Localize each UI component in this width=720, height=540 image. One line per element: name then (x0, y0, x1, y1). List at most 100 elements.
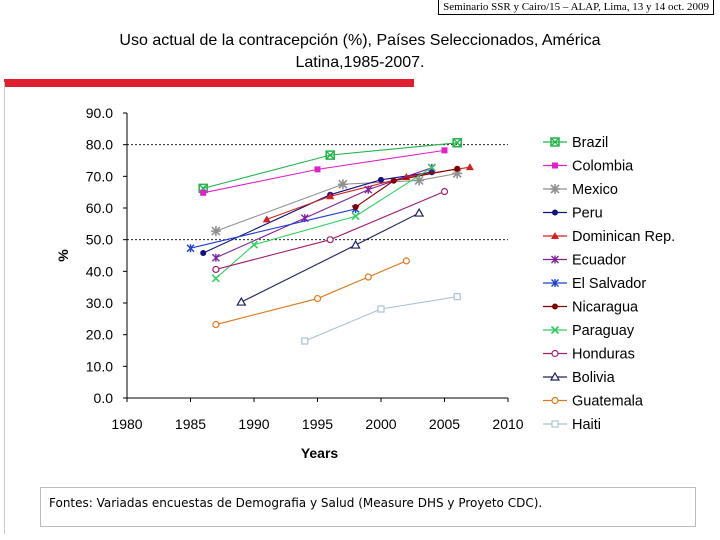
series-line-paraguay (215, 167, 433, 279)
y-tick-label: 90.0 (86, 105, 113, 121)
legend-label-dominican-rep: Dominican Rep. (572, 229, 675, 245)
data-point-el-salvador (186, 244, 195, 253)
contraception-line-chart: 0.0 10.0 20.0 30.0 40.0 50.0 60.0 70.0 80.0 90.0 1… (55, 105, 675, 461)
data-point-guatemala (364, 273, 372, 281)
legend-label-nicaragua: Nicaragua (572, 300, 639, 316)
y-tick-label: 0.0 (94, 390, 114, 406)
y-tick-label: 50.0 (86, 232, 113, 248)
legend-label-guatemala: Guatemala (572, 394, 644, 410)
data-point-mexico (337, 179, 348, 190)
data-point-bolivia (414, 207, 425, 217)
data-point-haiti (453, 293, 461, 301)
left-divider (4, 82, 5, 534)
data-point-honduras (440, 187, 449, 196)
data-point-haiti (377, 305, 385, 313)
y-axis-label: % (55, 249, 71, 262)
x-tick-label: 1985 (175, 416, 206, 432)
y-tick-label: 80.0 (86, 137, 113, 153)
x-axis-label: Years (301, 445, 339, 461)
series-line-guatemala (215, 260, 407, 326)
data-point-bolivia (350, 239, 361, 249)
series-line-el-salvador (190, 208, 356, 249)
series-line-bolivia (241, 212, 420, 303)
data-point-guatemala (212, 320, 220, 329)
chart-area: 0.0 10.0 20.0 30.0 40.0 50.0 60.0 70.0 80.0 90.0 1… (40, 90, 696, 473)
slide-header: Seminario SSR y Cairo/15 – ALAP, Lima, 1… (438, 0, 714, 15)
data-point-colombia (441, 147, 448, 154)
data-point-nicaragua (390, 177, 397, 184)
legend-label-paraguay: Paraguay (572, 323, 635, 339)
x-tick-label: 1980 (111, 416, 142, 432)
source-text: Fontes: Variadas encuestas de Demografia… (49, 496, 543, 510)
data-point-brazil-cross (452, 138, 462, 148)
legend-marker-nicaragua (552, 303, 558, 310)
data-point-brazil (325, 150, 335, 160)
series-line-ecuador (215, 167, 432, 259)
legend-label-el-salvador: El Salvador (572, 276, 646, 292)
data-point-mexico (452, 168, 463, 179)
legend-label-mexico: Mexico (572, 182, 618, 198)
slide-title: Uso actual de la contracepción (%), País… (60, 30, 660, 74)
y-tick-label: 40.0 (86, 263, 113, 279)
x-tick-label: 2005 (429, 416, 460, 432)
legend-marker-bolivia (549, 371, 561, 381)
legend-label-ecuador: Ecuador (572, 253, 626, 269)
title-line-2: Latina,1985-2007. (295, 54, 425, 71)
data-point-dominican-rep (465, 163, 474, 171)
legend-label-haiti: Haiti (572, 417, 601, 433)
legend-label-honduras: Honduras (572, 347, 635, 363)
data-point-paraguay (249, 240, 259, 249)
legend-label-bolivia: Bolivia (572, 370, 616, 386)
legend-label-peru: Peru (572, 206, 603, 222)
data-point-brazil-cross (325, 150, 335, 160)
data-point-dominican-rep (326, 192, 335, 200)
y-tick-label: 70.0 (86, 168, 113, 184)
data-point-guatemala (402, 257, 410, 265)
data-point-ecuador (211, 253, 220, 262)
data-point-colombia (314, 166, 321, 173)
legend-marker-honduras (551, 349, 559, 358)
data-point-bolivia (236, 296, 247, 306)
data-point-honduras (212, 265, 220, 274)
y-tick-label: 60.0 (86, 200, 113, 216)
title-line-1: Uso actual de la contracepción (%), País… (119, 32, 601, 49)
data-point-haiti (301, 337, 309, 345)
data-point-colombia (200, 189, 207, 196)
x-tick-label: 1995 (302, 416, 333, 432)
data-point-peru (378, 176, 384, 183)
data-point-paraguay (351, 212, 360, 221)
x-tick-label: 1990 (238, 416, 269, 432)
data-point-brazil (452, 138, 462, 148)
data-point-paraguay (211, 274, 220, 283)
legend-marker-dominican-rep (551, 232, 559, 239)
x-tick-label: 2000 (365, 416, 396, 432)
data-point-honduras (326, 236, 334, 244)
legend-label-colombia: Colombia (572, 159, 634, 175)
data-point-mexico (210, 226, 221, 237)
legend-marker-colombia (552, 162, 558, 169)
legend-marker-brazil-cross (550, 137, 560, 147)
legend-marker-mexico (550, 184, 560, 194)
data-point-dominican-rep (262, 215, 271, 223)
red-accent-bar (4, 79, 414, 87)
x-tick-label: 2010 (492, 416, 523, 432)
legend-marker-ecuador (551, 255, 559, 264)
source-note: Fontes: Variadas encuestas de Demografia… (40, 487, 696, 527)
legend-marker-brazil (550, 137, 560, 147)
legend-marker-guatemala (551, 396, 559, 405)
y-tick-label: 10.0 (86, 358, 113, 374)
data-point-paraguay (427, 163, 436, 172)
data-point-nicaragua (454, 165, 461, 172)
data-point-peru (200, 249, 207, 256)
legend-label-brazil: Brazil (572, 135, 608, 151)
legend-marker-el-salvador (551, 279, 559, 287)
data-point-guatemala (313, 294, 322, 303)
y-tick-label: 30.0 (86, 295, 113, 311)
y-tick-label: 20.0 (86, 327, 113, 343)
legend-marker-haiti (551, 420, 559, 428)
legend-marker-paraguay (550, 325, 560, 335)
legend-marker-peru (552, 209, 558, 216)
series-line-haiti (304, 296, 458, 342)
data-point-ecuador (364, 185, 373, 194)
data-point-nicaragua (352, 204, 359, 211)
